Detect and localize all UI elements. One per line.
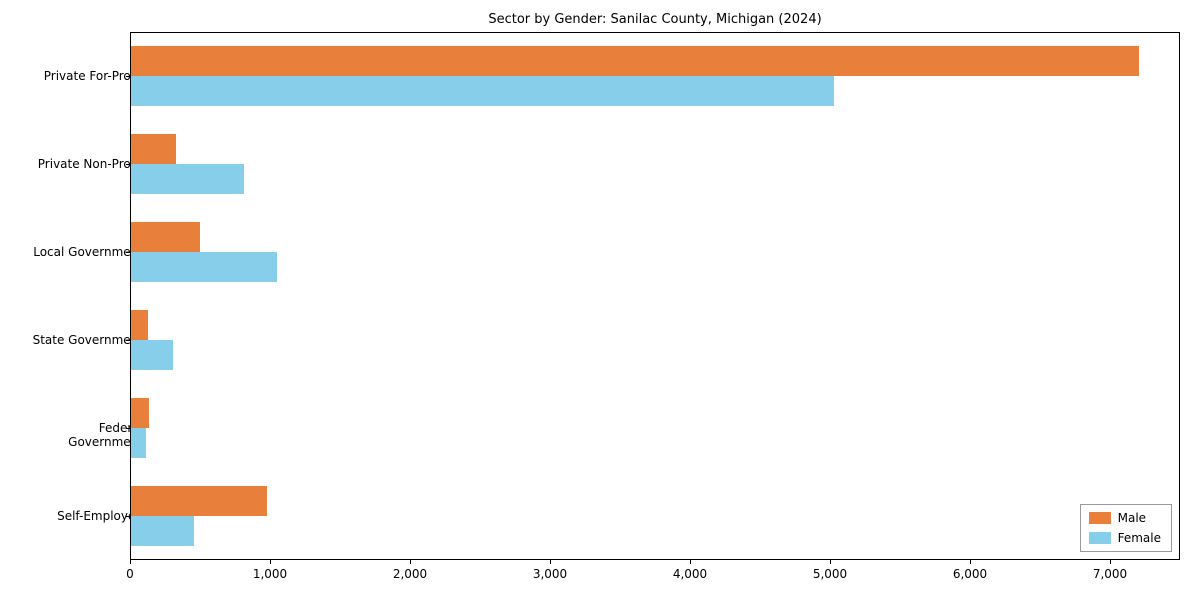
bar-male-state-government xyxy=(131,310,148,340)
y-axis-label-private-non-profit: Private Non-Profit xyxy=(37,157,143,171)
x-axis-tick xyxy=(690,560,691,564)
bar-male-private-for-profit xyxy=(131,46,1139,76)
bar-female-private-non-profit xyxy=(131,164,244,194)
y-axis-label-private-for-profit: Private For-Profit xyxy=(43,69,143,83)
bar-female-local-government xyxy=(131,252,277,282)
x-axis-tick xyxy=(970,560,971,564)
x-axis-tick-label: 6,000 xyxy=(952,567,988,581)
x-axis-tick-label: 0 xyxy=(126,567,134,581)
legend-item-female: Female xyxy=(1088,531,1161,545)
y-axis-label-self-employed: Self-Employed xyxy=(57,509,143,523)
bar-female-private-for-profit xyxy=(131,76,834,106)
bar-female-state-government xyxy=(131,340,173,370)
x-axis-tick-label: 3,000 xyxy=(532,567,568,581)
bar-male-private-non-profit xyxy=(131,134,176,164)
bar-male-local-government xyxy=(131,222,200,252)
x-axis-tick xyxy=(830,560,831,564)
y-axis-tick xyxy=(126,516,130,517)
y-axis-tick xyxy=(126,76,130,77)
legend-swatch-male xyxy=(1088,512,1111,524)
x-axis-tick xyxy=(1110,560,1111,564)
legend-item-male: Male xyxy=(1088,511,1161,525)
x-axis-tick xyxy=(550,560,551,564)
legend-swatch-female xyxy=(1088,532,1111,544)
x-axis-tick xyxy=(270,560,271,564)
chart-title: Sector by Gender: Sanilac County, Michig… xyxy=(488,12,822,27)
x-axis-tick-label: 7,000 xyxy=(1092,567,1128,581)
y-axis-tick xyxy=(126,340,130,341)
bar-female-self-employed xyxy=(131,516,194,546)
x-axis-tick-label: 4,000 xyxy=(672,567,708,581)
bar-female-federal-government xyxy=(131,428,146,458)
bar-male-federal-government xyxy=(131,398,149,428)
x-axis-tick-label: 5,000 xyxy=(812,567,848,581)
plot-area xyxy=(130,32,1180,560)
x-axis-tick-label: 2,000 xyxy=(392,567,428,581)
y-axis-tick xyxy=(126,252,130,253)
x-axis-tick xyxy=(410,560,411,564)
y-axis-tick xyxy=(126,428,130,429)
y-axis-tick xyxy=(126,164,130,165)
x-axis-tick-label: 1,000 xyxy=(252,567,288,581)
x-axis-tick xyxy=(130,560,131,564)
y-axis-label-state-government: State Government xyxy=(32,333,143,347)
legend-label-female: Female xyxy=(1117,531,1161,545)
legend-label-male: Male xyxy=(1117,511,1147,525)
legend: Male Female xyxy=(1079,504,1172,552)
y-axis-label-federal-government: Federal Government xyxy=(68,421,143,449)
y-axis-label-local-government: Local Government xyxy=(33,245,143,259)
bar-male-self-employed xyxy=(131,486,267,516)
